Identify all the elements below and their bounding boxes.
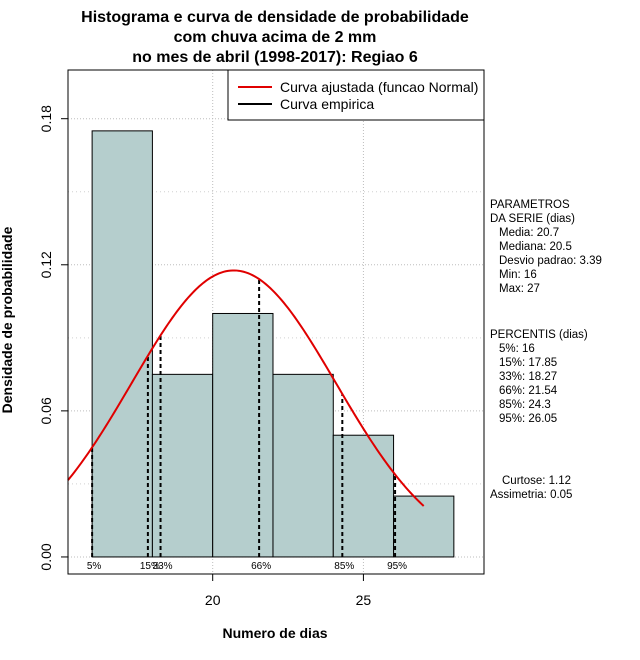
title-line-1: Histograma e curva de densidade de proba… (81, 9, 469, 26)
histogram-bars (91, 130, 455, 558)
legend: Curva ajustada (funcao Normal) Curva emp… (227, 69, 485, 121)
legend-box (227, 69, 485, 121)
normal-curve-group (67, 269, 425, 507)
title-line-2: com chuva acima de 2 mm (174, 29, 377, 46)
histogram-bar-5 (332, 434, 395, 558)
normal-curve-line (67, 269, 425, 507)
y-axis: 0.00 0.06 0.12 0.18 (38, 105, 69, 571)
x-tick-label-0: 20 (205, 592, 221, 608)
param-media: Media: 20.7 (499, 227, 559, 239)
percentil-33: 33%: 18.27 (499, 371, 557, 383)
percentil-85: 85%: 24.3 (499, 399, 551, 411)
chart-title: Histograma e curva de densidade de proba… (81, 9, 469, 66)
percentile-label-2: 33% (153, 561, 173, 572)
side-panel: PARAMETROS DA SERIE (dias) Media: 20.7 M… (490, 199, 602, 501)
param-desvio: Desvio padrao: 3.39 (499, 255, 602, 267)
percentis-title: PERCENTIS (dias) (490, 329, 588, 341)
histogram-bar-2 (151, 373, 214, 558)
histogram-bar-4 (272, 373, 334, 558)
histogram-bar-1 (91, 130, 153, 558)
param-max: Max: 27 (499, 283, 540, 295)
percentil-15: 15%: 17.85 (499, 357, 557, 369)
legend-label-empirical: Curva empirica (280, 96, 374, 112)
percentil-5: 5%: 16 (499, 343, 535, 355)
y-tick-label-1: 0.06 (38, 397, 54, 424)
percentile-label-1: 15% (140, 561, 160, 572)
param-title-2: DA SERIE (dias) (490, 213, 575, 225)
histogram-bar-3 (212, 312, 274, 558)
percentile-lines: 5% 15%33% 66% 85% 95% (87, 279, 407, 572)
legend-label-normal: Curva ajustada (funcao Normal) (280, 79, 478, 95)
y-tick-label-2: 0.12 (38, 251, 54, 278)
x-axis-label: Numero de dias (222, 625, 327, 641)
percentile-label-3: 66% (251, 561, 271, 572)
title-line-3: no mes de abril (1998-2017): Regiao 6 (132, 49, 418, 66)
histogram-bar-6 (393, 495, 455, 558)
percentil-66: 66%: 21.54 (499, 385, 558, 397)
y-tick-label-0: 0.00 (38, 543, 54, 570)
y-axis-label: Densidade de probabilidade (0, 226, 15, 413)
curtose-value: Curtose: 1.12 (502, 475, 571, 487)
percentile-label-0: 5% (87, 561, 102, 572)
param-mediana: Mediana: 20.5 (499, 241, 572, 253)
param-min: Min: 16 (499, 269, 537, 281)
y-tick-label-3: 0.18 (38, 105, 54, 132)
percentile-label-5: 95% (387, 561, 407, 572)
percentile-label-4: 85% (334, 561, 354, 572)
percentil-95: 95%: 26.05 (499, 413, 557, 425)
assimetria-value: Assimetria: 0.05 (490, 489, 572, 501)
param-title-1: PARAMETROS (490, 199, 570, 211)
x-axis: 20 25 (205, 573, 372, 608)
x-tick-label-1: 25 (356, 592, 372, 608)
